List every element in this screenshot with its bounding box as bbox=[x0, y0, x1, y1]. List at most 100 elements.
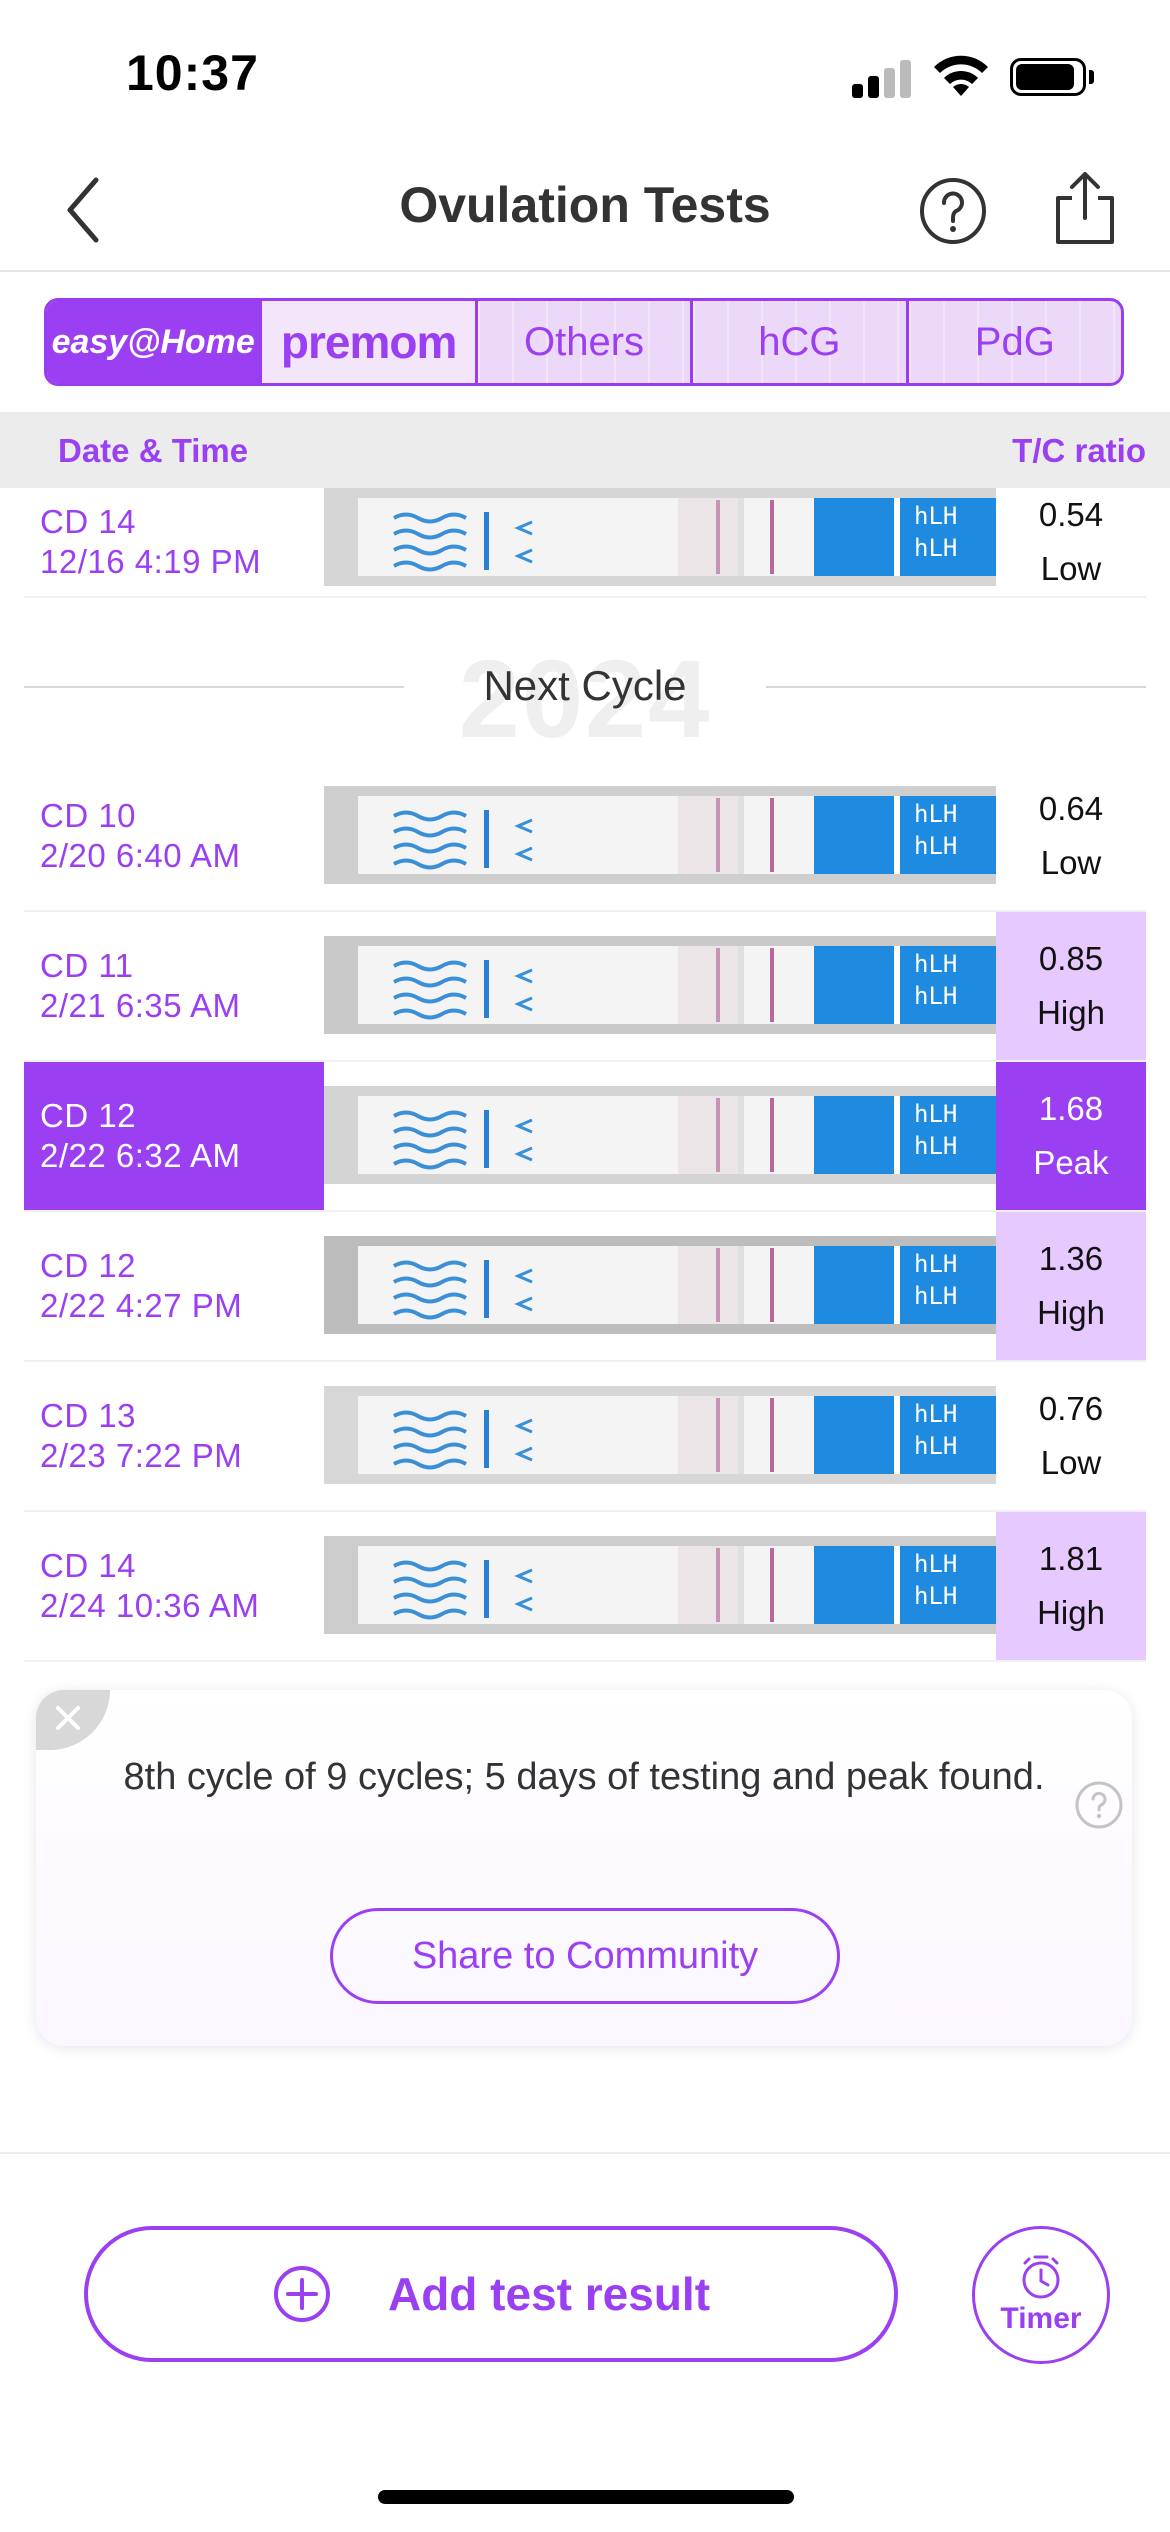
strip-label: hLH bbox=[914, 534, 957, 562]
row-date: CD 12 2/22 6:32 AM bbox=[24, 1062, 324, 1210]
test-datetime: 2/22 6:32 AM bbox=[40, 1137, 241, 1174]
test-datetime: 2/21 6:35 AM bbox=[40, 987, 241, 1024]
table-row[interactable]: CD 11 2/21 6:35 AM hLH hLH 0.85 High bbox=[24, 912, 1146, 1062]
test-datetime: 2/24 10:36 AM bbox=[40, 1587, 260, 1624]
strip-label: hLH bbox=[914, 1132, 957, 1160]
card-pointer bbox=[1030, 1668, 1074, 1692]
tab-hcg[interactable]: hCG bbox=[693, 301, 909, 383]
test-strip-image: hLH hLH bbox=[324, 1536, 996, 1634]
strip-label: hLH bbox=[914, 1100, 957, 1128]
battery-icon bbox=[1010, 58, 1094, 96]
tc-ratio-value: 0.76 bbox=[1038, 1390, 1104, 1427]
table-row[interactable]: CD 13 2/23 7:22 PM hLH hLH 0.76 Low bbox=[24, 1362, 1146, 1512]
cycle-day: CD 12 bbox=[40, 1097, 137, 1134]
summary-card: 8th cycle of 9 cycles; 5 days of testing… bbox=[36, 1690, 1132, 2046]
close-button[interactable] bbox=[36, 1690, 110, 1750]
tab-others[interactable]: Others bbox=[477, 301, 694, 383]
tc-ratio-level: High bbox=[1037, 1294, 1105, 1331]
tc-ratio-level: Peak bbox=[1033, 1144, 1109, 1181]
signal-icon bbox=[852, 58, 912, 98]
cycle-day: CD 14 bbox=[40, 1547, 137, 1584]
strip-label: hLH bbox=[914, 1550, 957, 1578]
strip-label: hLH bbox=[914, 950, 957, 978]
strip-label: hLH bbox=[914, 1250, 957, 1278]
back-icon[interactable] bbox=[56, 170, 116, 250]
test-strip-image: hLH hLH bbox=[324, 1236, 996, 1334]
timer-label: Timer bbox=[1000, 2302, 1082, 2335]
tc-ratio-level: Low bbox=[1040, 1444, 1102, 1481]
divider bbox=[0, 2152, 1170, 2154]
close-icon bbox=[56, 1706, 80, 1730]
tc-ratio-value: 0.64 bbox=[1038, 790, 1104, 827]
tab-hcg-label: hCG bbox=[758, 319, 841, 364]
test-datetime: 2/20 6:40 AM bbox=[40, 837, 241, 874]
test-strip-graphic: hLH hLH bbox=[324, 1236, 996, 1334]
table-row[interactable]: CD 12 2/22 6:32 AM hLH hLH 1.68 Peak bbox=[24, 1062, 1146, 1212]
tc-ratio-level: Low bbox=[1040, 844, 1102, 881]
brand-tabs: easy@Home premom Others hCG PdG bbox=[44, 298, 1124, 386]
timer-icon bbox=[1022, 2255, 1060, 2299]
tab-pdg[interactable]: PdG bbox=[908, 301, 1121, 383]
table-row[interactable]: CD 12 2/22 4:27 PM hLH hLH 1.36 High bbox=[24, 1212, 1146, 1362]
test-strip-graphic: hLH hLH bbox=[324, 1086, 996, 1184]
divider-line bbox=[24, 686, 404, 688]
tc-ratio-value: 1.68 bbox=[1038, 1090, 1104, 1127]
test-strip-image: hLH hLH bbox=[324, 488, 996, 586]
tab-premom-label: premom bbox=[280, 316, 457, 368]
status-bar: 10:37 bbox=[0, 0, 1170, 150]
cycle-day: CD 10 bbox=[40, 797, 137, 834]
tab-easyhome[interactable]: easy@Home bbox=[47, 301, 263, 383]
test-strip-graphic: hLH hLH bbox=[324, 1386, 996, 1484]
tab-easyhome-label: easy@Home bbox=[51, 322, 255, 361]
strip-label: hLH bbox=[914, 1282, 957, 1310]
ratio-cell: 0.76 Low bbox=[996, 1362, 1146, 1510]
next-cycle-label: Next Cycle bbox=[483, 662, 687, 709]
divider-line bbox=[766, 686, 1146, 688]
cycle-day: CD 13 bbox=[40, 1397, 137, 1434]
tc-ratio-value: 1.36 bbox=[1038, 1240, 1104, 1277]
cycle-day: CD 14 bbox=[40, 503, 137, 540]
test-strip-graphic: hLH hLH bbox=[324, 488, 996, 586]
add-test-result-label: Add test result bbox=[387, 2268, 711, 2320]
table-row[interactable]: CD 14 12/16 4:19 PM hLH hLH 0.54 Low bbox=[24, 488, 1146, 598]
row-date: CD 14 2/24 10:36 AM bbox=[24, 1512, 324, 1660]
strip-label: hLH bbox=[914, 1432, 957, 1460]
table-row[interactable]: CD 10 2/20 6:40 AM hLH hLH 0.64 Low bbox=[24, 762, 1146, 912]
ratio-cell: 1.81 High bbox=[996, 1512, 1146, 1660]
ratio-cell: 0.64 Low bbox=[996, 762, 1146, 910]
cycle-divider: 2024 Next Cycle bbox=[24, 636, 1146, 761]
column-header: Date & Time T/C ratio bbox=[0, 412, 1170, 488]
tab-others-label: Others bbox=[523, 319, 645, 364]
test-datetime: 2/22 4:27 PM bbox=[40, 1287, 243, 1324]
status-time: 10:37 bbox=[126, 45, 259, 101]
ratio-cell: 1.36 High bbox=[996, 1212, 1146, 1360]
test-strip-image: hLH hLH bbox=[324, 936, 996, 1034]
test-strip-graphic: hLH hLH bbox=[324, 786, 996, 884]
tc-ratio-level: High bbox=[1037, 1594, 1105, 1631]
row-date: CD 14 12/16 4:19 PM bbox=[24, 488, 324, 596]
test-datetime: 12/16 4:19 PM bbox=[40, 543, 262, 580]
test-datetime: 2/23 7:22 PM bbox=[40, 1437, 243, 1474]
share-to-community-button[interactable]: Share to Community bbox=[330, 1908, 840, 2004]
tab-premom[interactable]: premom bbox=[262, 301, 478, 383]
test-strip-graphic: hLH hLH bbox=[324, 936, 996, 1034]
row-date: CD 10 2/20 6:40 AM bbox=[24, 762, 324, 910]
row-date: CD 11 2/21 6:35 AM bbox=[24, 912, 324, 1060]
summary-text: 8th cycle of 9 cycles; 5 days of testing… bbox=[123, 1756, 1045, 1798]
share-icon[interactable] bbox=[1050, 168, 1120, 248]
timer-button[interactable]: Timer bbox=[972, 2226, 1110, 2364]
tc-ratio-level: High bbox=[1037, 994, 1105, 1031]
strip-label: hLH bbox=[914, 502, 957, 530]
help-icon[interactable] bbox=[918, 176, 988, 246]
help-icon[interactable] bbox=[1074, 1780, 1124, 1830]
ratio-cell: 1.68 Peak bbox=[996, 1062, 1146, 1210]
ratio-cell: 0.54 Low bbox=[996, 488, 1146, 596]
add-test-result-button[interactable]: Add test result bbox=[84, 2226, 898, 2362]
strip-label: hLH bbox=[914, 982, 957, 1010]
column-tc-ratio: T/C ratio bbox=[1012, 432, 1146, 469]
add-circle-icon bbox=[273, 2266, 330, 2322]
strip-label: hLH bbox=[914, 1582, 957, 1610]
tc-ratio-value: 1.81 bbox=[1038, 1540, 1104, 1577]
table-row[interactable]: CD 14 2/24 10:36 AM hLH hLH 1.81 High bbox=[24, 1512, 1146, 1662]
cycle-year: 2024 bbox=[458, 638, 712, 761]
